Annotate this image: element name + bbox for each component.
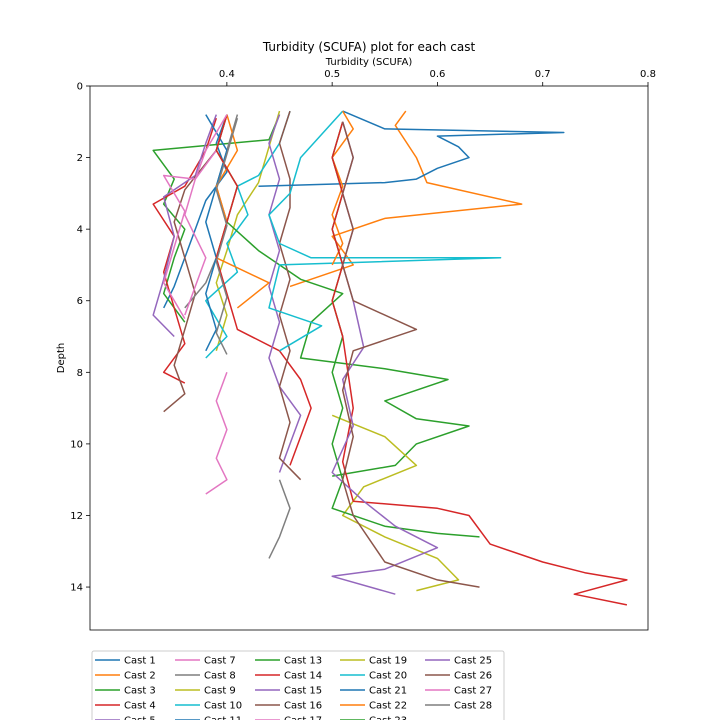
legend-label: Cast 26	[454, 671, 492, 682]
y-tick-label: 8	[77, 368, 83, 379]
legend-label: Cast 2	[124, 671, 156, 682]
legend-label: Cast 8	[204, 671, 236, 682]
legend-label: Cast 20	[369, 671, 407, 682]
series-line-cast-20	[268, 110, 502, 352]
legend-label: Cast 25	[454, 656, 492, 667]
legend-label: Cast 4	[124, 701, 156, 712]
series-line-cast-1	[163, 114, 228, 309]
chart-title: Turbidity (SCUFA) plot for each cast	[262, 40, 476, 54]
legend-label: Cast 1	[124, 656, 156, 667]
legend-label: Cast 7	[204, 656, 236, 667]
x-tick-label: 0.7	[535, 69, 551, 80]
y-axis-title: Depth	[56, 343, 67, 373]
legend-label: Cast 22	[369, 701, 407, 712]
series-line-cast-25	[331, 121, 439, 595]
series-line-cast-22	[331, 110, 354, 266]
legend-label: Cast 17	[284, 716, 322, 720]
series-line-cast-10	[205, 110, 291, 359]
x-tick-label: 0.4	[219, 69, 235, 80]
series-line-cast-4	[152, 117, 218, 384]
series-line-cast-27	[184, 114, 228, 316]
legend-label: Cast 14	[284, 671, 322, 682]
legend-label: Cast 16	[284, 701, 322, 712]
legend-label: Cast 9	[204, 686, 236, 697]
legend-label: Cast 19	[369, 656, 407, 667]
x-axis-ticks: 0.4 0.5 0.6 0.7 0.8	[219, 69, 656, 86]
legend-label: Cast 5	[124, 716, 156, 720]
legend-label: Cast 3	[124, 686, 156, 697]
legend-box	[91, 650, 505, 720]
y-axis-ticks: 0 2 4 6 8 10 12 14	[70, 82, 90, 594]
series-line-cast-5	[152, 114, 218, 338]
y-tick-label: 12	[70, 511, 83, 522]
legend-label: Cast 23	[369, 716, 407, 720]
series-line-cast-24	[331, 121, 628, 606]
series-line-cast-14	[215, 114, 312, 466]
legend-label: Cast 15	[284, 686, 322, 697]
series-line-cast-15	[268, 114, 302, 473]
y-tick-label: 10	[70, 439, 83, 450]
x-tick-label: 0.6	[429, 69, 445, 80]
x-axis-title: Turbidity (SCUFA)	[325, 57, 413, 68]
legend-label: Cast 27	[454, 686, 492, 697]
series-line-cast-28	[215, 117, 239, 355]
legend-label: Cast 11	[204, 716, 242, 720]
legend-label: Cast 21	[369, 686, 407, 697]
y-tick-label: 0	[77, 82, 83, 93]
y-tick-label: 6	[77, 296, 83, 307]
series-layer	[152, 110, 628, 606]
series-line-cast-11	[205, 114, 228, 352]
plot-area-frame	[89, 85, 649, 631]
series-line-cast-19	[331, 414, 460, 592]
legend-label: Cast 13	[284, 656, 322, 667]
series-line-cast-18	[268, 479, 291, 559]
series-line-cast-16	[278, 110, 302, 481]
x-tick-label: 0.8	[640, 69, 656, 80]
series-line-cast-6	[163, 114, 228, 413]
series-line-cast-26	[341, 121, 480, 588]
x-tick-label: 0.5	[324, 69, 340, 80]
y-tick-label: 14	[70, 583, 83, 594]
series-line-cast-9	[215, 110, 281, 352]
series-line-cast-21	[258, 110, 565, 187]
series-line-cast-7	[162, 114, 228, 319]
y-tick-label: 2	[77, 153, 83, 164]
y-tick-label: 4	[77, 225, 83, 236]
legend-label: Cast 28	[454, 701, 492, 712]
series-line-cast-17	[205, 372, 228, 495]
legend-label: Cast 10	[204, 701, 242, 712]
